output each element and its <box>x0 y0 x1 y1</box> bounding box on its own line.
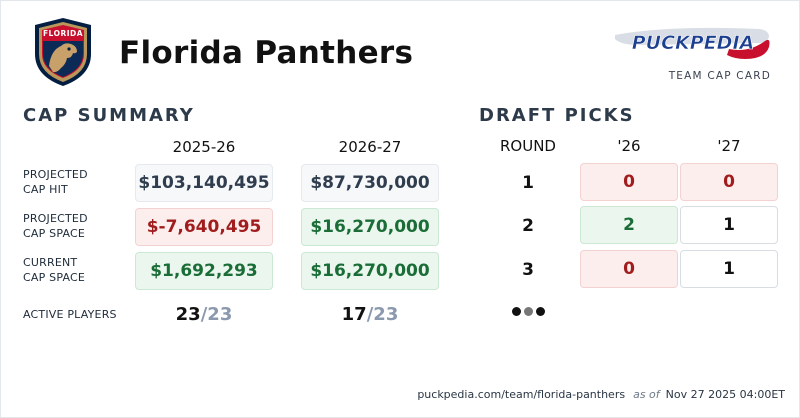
cap-summary-title: CAP SUMMARY <box>23 105 195 126</box>
footer-as-of: as of <box>633 388 660 401</box>
current-cap-space-2026-27: $16,270,000 <box>301 252 439 290</box>
row-label-line: CAP SPACE <box>23 227 86 240</box>
footer-timestamp: Nov 27 2025 04:00ET <box>665 388 785 401</box>
active-players-count: 23 <box>175 304 201 325</box>
brand-logo-text: PUCKPEDIA <box>632 32 754 54</box>
more-dots-icon <box>512 307 545 316</box>
year-header-26: '26 <box>617 137 641 155</box>
row-label-line: CAP SPACE <box>23 271 86 284</box>
brand-subtitle: TEAM CAP CARD <box>668 70 771 82</box>
brand-logo[interactable]: PUCKPEDIA <box>609 23 773 65</box>
projected-cap-space-2026-27: $16,270,000 <box>301 208 439 246</box>
row-label-projected-cap-space: PROJECTED CAP SPACE <box>23 211 123 241</box>
draft-picks-title: DRAFT PICKS <box>479 105 635 126</box>
active-players-max: /23 <box>200 304 233 325</box>
season-header-1: 2025-26 <box>172 138 236 156</box>
dot <box>536 307 545 316</box>
hockey-stick-icon: PUCKPEDIA <box>615 27 770 59</box>
team-name: Florida Panthers <box>119 35 414 71</box>
projected-cap-space-2025-26: $-7,640,495 <box>135 208 273 246</box>
round-number: 1 <box>522 173 534 193</box>
row-label-line: CAP HIT <box>23 183 68 196</box>
pick-round1-2027: 0 <box>680 163 778 201</box>
row-label-active-players: ACTIVE PLAYERS <box>23 308 117 321</box>
year-header-27: '27 <box>717 137 741 155</box>
team-logo: FLORIDA <box>31 16 95 88</box>
panther-crest-icon: FLORIDA <box>35 18 91 86</box>
pick-round2-2027: 1 <box>680 206 778 244</box>
pick-round3-2027: 1 <box>680 250 778 288</box>
footer-url[interactable]: puckpedia.com/team/florida-panthers <box>417 388 626 401</box>
footer: puckpedia.com/team/florida-panthers as of… <box>417 388 785 401</box>
dot <box>524 307 533 316</box>
dot <box>512 307 521 316</box>
row-label-line: PROJECTED <box>23 212 88 225</box>
active-players-max: /23 <box>366 304 399 325</box>
active-players-2026-27: 17/23 <box>301 304 439 325</box>
season-header-2: 2026-27 <box>338 138 402 156</box>
current-cap-space-2025-26: $1,692,293 <box>135 252 273 290</box>
round-number: 3 <box>522 260 534 280</box>
pick-round3-2026: 0 <box>580 250 678 288</box>
team-logo-text: FLORIDA <box>43 29 83 38</box>
pick-round2-2026: 2 <box>580 206 678 244</box>
projected-cap-hit-2026-27: $87,730,000 <box>301 164 439 202</box>
row-label-line: PROJECTED <box>23 168 88 181</box>
active-players-2025-26: 23/23 <box>135 304 273 325</box>
projected-cap-hit-2025-26: $103,140,495 <box>135 164 273 202</box>
active-players-count: 17 <box>341 304 367 325</box>
pick-round1-2026: 0 <box>580 163 678 201</box>
row-label-current-cap-space: CURRENT CAP SPACE <box>23 255 123 285</box>
row-label-projected-cap-hit: PROJECTED CAP HIT <box>23 167 123 197</box>
round-number: 2 <box>522 216 534 236</box>
round-header: ROUND <box>500 137 556 155</box>
row-label-line: CURRENT <box>23 256 78 269</box>
